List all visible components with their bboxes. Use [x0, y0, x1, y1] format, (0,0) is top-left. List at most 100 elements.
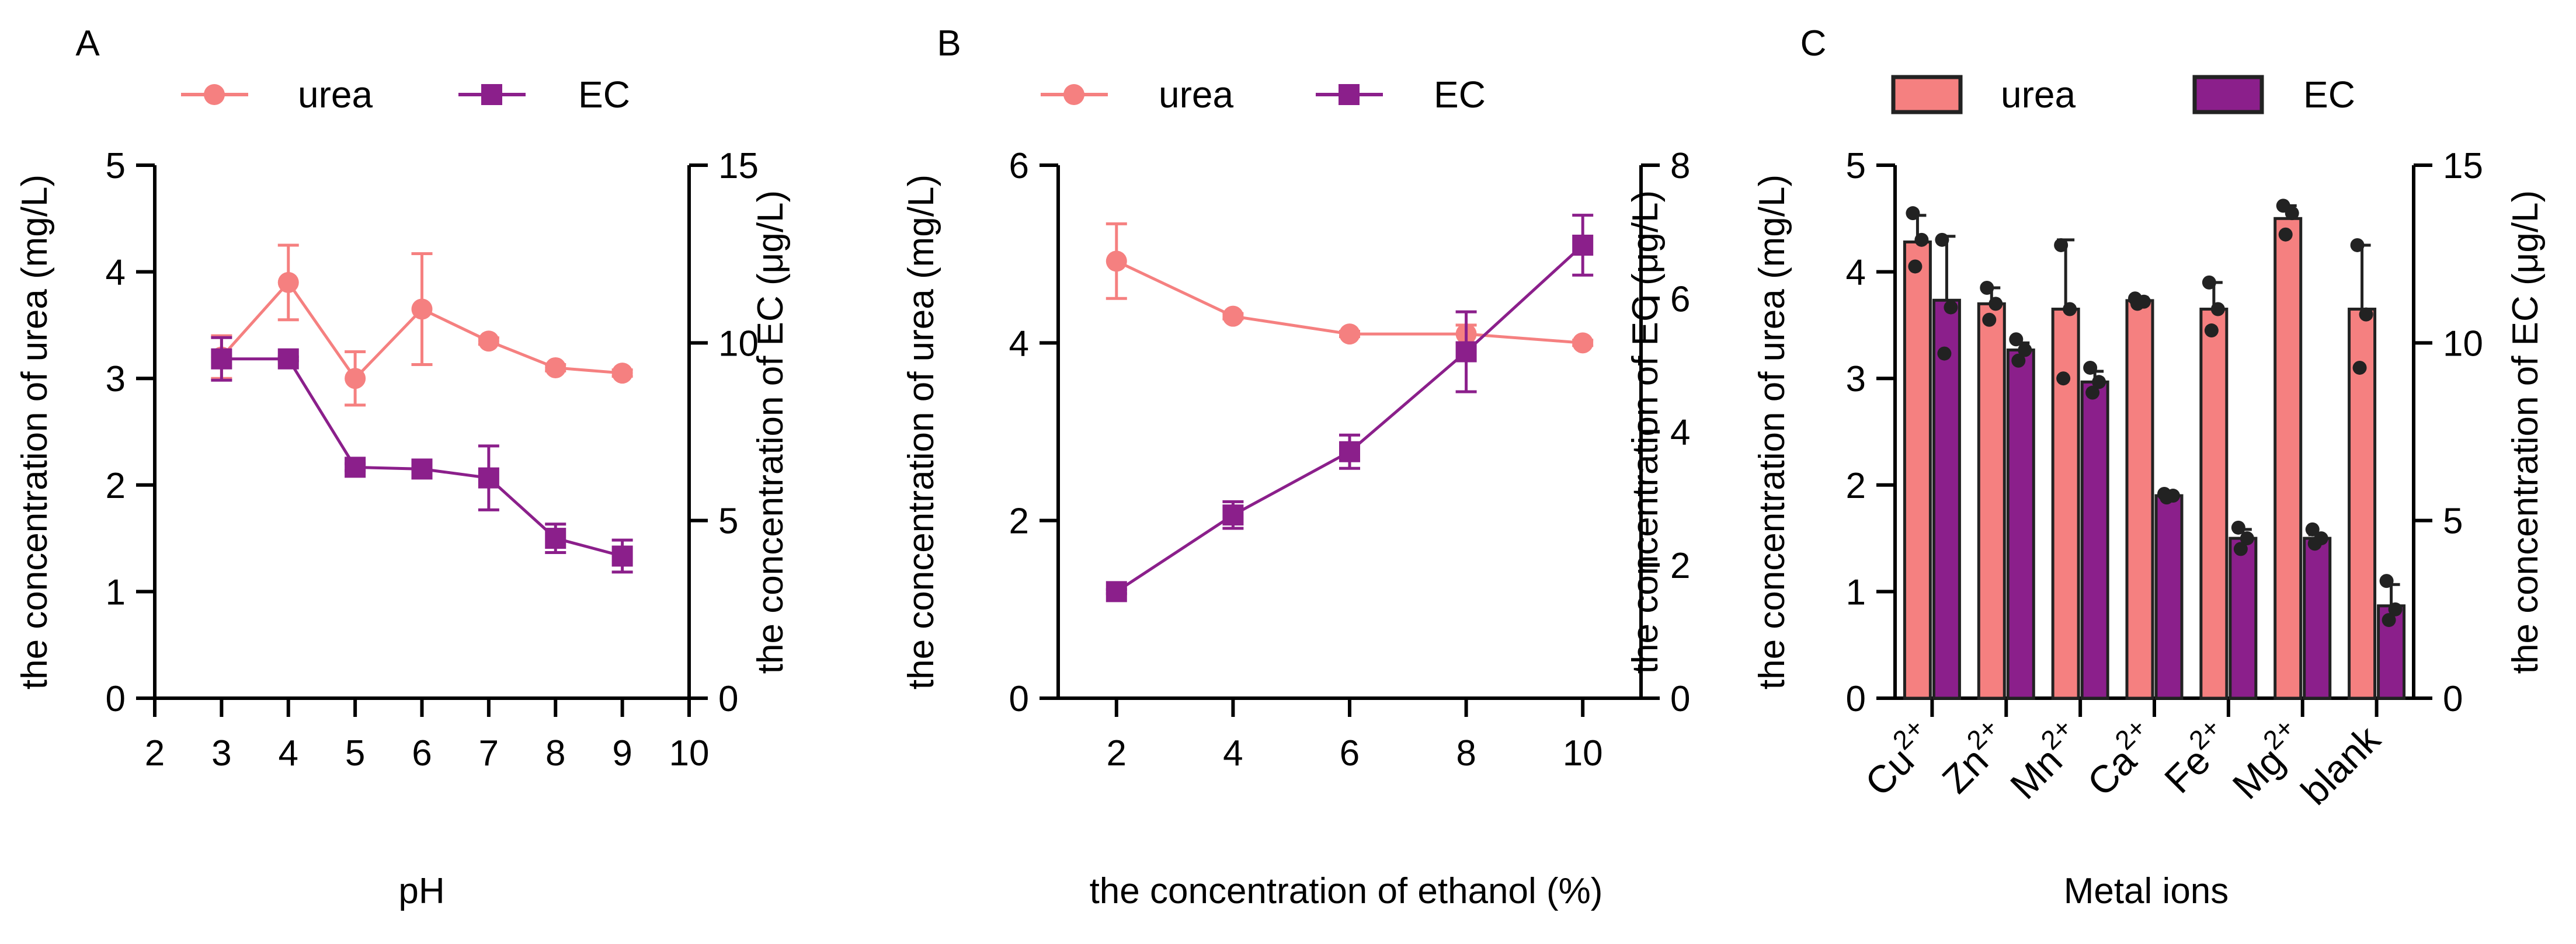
panel-A: A 0 1 2 3 4 5 0 5 10 15 the concentration of urea (…	[15, 23, 791, 911]
x-tick-label: 7	[479, 733, 499, 774]
x-tick-label: 3	[211, 733, 231, 774]
data-point-urea	[545, 357, 566, 378]
left-y-tick-label: 6	[1009, 146, 1029, 186]
series-line-EC	[221, 357, 623, 558]
data-point-ec	[1222, 504, 1244, 526]
bar-urea	[1977, 302, 2006, 700]
left-y-tick-label: 1	[106, 572, 126, 612]
x-tick-label: blank	[2293, 717, 2389, 813]
replicate-dot	[2352, 360, 2367, 375]
bar-urea	[1903, 240, 1932, 700]
left-y-tick-label: 0	[106, 679, 126, 719]
right-y-axis-title: the concentration of EC (μg/L)	[2505, 190, 2546, 674]
bar-EC	[1932, 298, 1961, 700]
replicate-dot	[2204, 323, 2219, 338]
right-y-tick-label: 5	[2443, 501, 2463, 542]
legend-label: EC	[1434, 74, 1486, 116]
right-y-tick-label: 0	[2443, 679, 2463, 719]
panel-B: B 0 2 4 6 0 2 4 6 8 the concentration of urea (mg/…	[901, 23, 1690, 911]
replicate-dot	[2350, 238, 2365, 252]
bar-urea	[2273, 217, 2303, 700]
right-y-tick-label: 15	[718, 146, 759, 186]
replicate-dot	[1989, 297, 2003, 311]
x-tick-label: 2	[145, 733, 165, 774]
data-point-ec	[611, 545, 633, 567]
panel-C: C 0 1 2 3 4 5 0 5 10 15 the concentration of urea (…	[1752, 23, 2546, 911]
left-y-tick-label: 2	[106, 466, 126, 506]
replicate-dot	[1982, 312, 1997, 327]
right-y-tick-label: 10	[718, 323, 759, 364]
left-y-tick-label: 4	[1009, 323, 1029, 364]
replicate-dot	[2160, 490, 2174, 505]
data-point-ec	[277, 348, 299, 370]
left-y-tick-label: 1	[1846, 572, 1866, 612]
right-y-tick-label: 10	[2443, 323, 2483, 364]
legend-marker-ec	[481, 84, 502, 105]
replicate-dot	[2359, 307, 2373, 322]
left-y-tick-label: 2	[1846, 466, 1866, 506]
left-y-axis-title: the concentration of urea (mg/L)	[15, 175, 55, 689]
replicate-dot	[2083, 360, 2098, 375]
left-y-tick-label: 0	[1009, 679, 1029, 719]
x-tick-label: Cu2+	[1852, 712, 1944, 804]
legend-label: urea	[1159, 74, 1234, 116]
left-y-tick-label: 5	[1846, 146, 1866, 186]
x-axis-title: Metal ions	[2064, 871, 2229, 911]
panel-letter: C	[1800, 23, 1827, 64]
x-axis-title: the concentration of ethanol (%)	[1090, 871, 1603, 911]
right-y-tick-label: 4	[1670, 413, 1690, 453]
data-point-urea	[411, 298, 433, 320]
legend-marker-urea	[1063, 84, 1084, 105]
data-point-ec	[1106, 581, 1127, 602]
x-tick-label: 5	[345, 733, 365, 774]
replicate-dot	[1906, 206, 1920, 221]
legend-marker-ec	[1339, 84, 1360, 105]
legend-swatch	[2192, 75, 2264, 114]
replicate-dot	[1935, 232, 1949, 247]
replicate-dot	[1908, 259, 1923, 274]
data-point-urea	[1339, 323, 1360, 345]
replicate-dot	[2056, 371, 2071, 386]
bar-urea	[2051, 308, 2080, 700]
bar-EC	[2080, 380, 2109, 700]
data-point-urea	[1106, 250, 1127, 272]
left-y-tick-label: 4	[1846, 253, 1866, 293]
data-point-ec	[211, 348, 232, 370]
replicate-dot	[2240, 531, 2254, 546]
left-y-tick-label: 2	[1009, 501, 1029, 542]
replicate-dot	[2231, 520, 2245, 535]
replicate-dot	[2130, 297, 2144, 311]
replicate-dot	[1937, 346, 1952, 361]
data-point-urea	[345, 368, 366, 389]
right-y-tick-label: 6	[1670, 279, 1690, 319]
replicate-dot	[1914, 232, 1929, 247]
right-y-tick-label: 0	[1670, 679, 1690, 719]
x-tick-label: 10	[669, 733, 710, 774]
right-y-tick-label: 15	[2443, 146, 2483, 186]
data-point-ec	[411, 458, 433, 480]
x-tick-label: 4	[1223, 733, 1243, 774]
x-tick-label: 9	[612, 733, 632, 774]
replicate-dot	[2285, 206, 2299, 221]
x-axis-title: pH	[398, 871, 444, 911]
bar-urea	[2125, 299, 2154, 700]
right-y-tick-label: 8	[1670, 146, 1690, 186]
replicate-dot	[2018, 343, 2032, 357]
replicate-dot	[2202, 275, 2216, 290]
x-tick-label: 8	[545, 733, 565, 774]
data-point-ec	[345, 457, 366, 478]
data-point-urea	[611, 363, 633, 384]
data-point-urea	[478, 330, 499, 352]
legend-swatch	[1891, 75, 1963, 114]
right-y-tick-label: 2	[1670, 546, 1690, 586]
right-y-tick-label: 5	[718, 501, 738, 542]
bar-EC	[2229, 537, 2258, 700]
x-tick-label: 10	[1563, 733, 1603, 774]
right-y-axis-title: the concentration of EC (μg/L)	[750, 190, 791, 674]
replicate-dot	[2305, 522, 2320, 537]
x-tick-label: Zn2+	[1929, 712, 2018, 801]
x-tick-label: 6	[412, 733, 432, 774]
x-tick-label: 4	[279, 733, 298, 774]
legend-marker-urea	[204, 84, 225, 105]
x-tick-label: 8	[1456, 733, 1476, 774]
